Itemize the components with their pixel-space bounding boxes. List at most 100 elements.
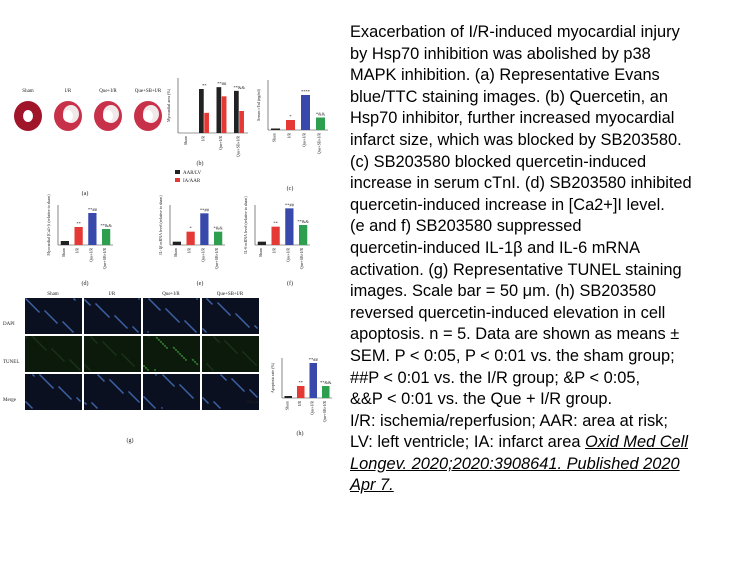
cell-nucleus xyxy=(155,374,157,376)
cell-nucleus xyxy=(137,400,139,402)
cell-nucleus xyxy=(78,368,80,370)
cell-nucleus xyxy=(211,368,213,370)
cell-nucleus xyxy=(194,330,196,332)
cell-nucleus xyxy=(45,380,47,382)
cell-nucleus xyxy=(138,298,140,300)
caption-text: LV: left ventricle; IA: infarct area xyxy=(350,433,581,452)
cell-nucleus xyxy=(237,384,239,386)
significance: **## xyxy=(200,207,210,212)
cell-nucleus xyxy=(217,340,219,342)
cell-nucleus xyxy=(154,407,156,409)
caption-line: MAPK inhibition. (a) Representative Evan… xyxy=(350,66,660,85)
cell-nucleus xyxy=(244,322,246,324)
cell-nucleus xyxy=(225,341,227,343)
cell-nucleus xyxy=(117,318,119,320)
caption-line: apoptosis. n = 5. Data are shown as mean… xyxy=(350,325,680,344)
cell-nucleus xyxy=(61,389,63,391)
cell-nucleus xyxy=(185,390,187,392)
micrograph xyxy=(84,336,141,372)
cell-nucleus xyxy=(25,298,27,300)
citation-link[interactable]: Longev. 2020;2020:3908641. Published 202… xyxy=(350,454,680,473)
cell-nucleus xyxy=(226,311,228,313)
caption-line: Hsp70 inhibitor, further increased myoca… xyxy=(350,109,675,128)
cell-nucleus xyxy=(177,351,179,353)
cell-nucleus xyxy=(255,364,257,366)
category-label: Que+I/R xyxy=(285,248,290,262)
cell-nucleus xyxy=(115,385,117,387)
cell-nucleus xyxy=(48,383,50,385)
caption-line: (e and f) SB203580 suppressed xyxy=(350,217,582,236)
cell-nucleus xyxy=(133,396,135,398)
cell-nucleus xyxy=(90,336,92,338)
significance: * xyxy=(190,226,193,231)
cell-nucleus xyxy=(144,397,146,399)
cell-nucleus xyxy=(88,368,90,370)
cell-nucleus xyxy=(130,362,132,364)
bar xyxy=(102,229,111,245)
cell-nucleus xyxy=(214,337,216,339)
cell-nucleus xyxy=(63,360,65,362)
cell-nucleus xyxy=(51,348,53,350)
cell-nucleus xyxy=(147,331,149,333)
cell-nucleus xyxy=(167,379,169,381)
citation-link[interactable]: Apr 7. xyxy=(350,476,394,495)
cell-nucleus xyxy=(248,357,250,359)
cell-nucleus xyxy=(158,339,160,341)
significance: ** xyxy=(273,221,278,226)
cell-nucleus xyxy=(231,378,233,380)
cell-nucleus xyxy=(127,359,129,361)
cell-nucleus xyxy=(243,390,245,392)
panel-label: (g) xyxy=(127,437,134,444)
cell-nucleus xyxy=(109,379,111,381)
cell-nucleus xyxy=(95,341,97,343)
cell-nucleus xyxy=(29,405,31,407)
significance: **&& xyxy=(320,380,332,385)
micrograph xyxy=(25,374,82,410)
cell-nucleus xyxy=(254,325,256,327)
cell-nucleus xyxy=(130,393,132,395)
cell-nucleus xyxy=(245,354,247,356)
column-label: Que+I/R xyxy=(162,292,180,297)
bar xyxy=(309,363,317,398)
cell-nucleus xyxy=(235,382,237,384)
cell-nucleus xyxy=(52,318,54,320)
cell-nucleus xyxy=(55,352,57,354)
cell-nucleus xyxy=(44,310,46,312)
cell-nucleus xyxy=(150,403,152,405)
cell-nucleus xyxy=(32,305,34,307)
cell-nucleus xyxy=(236,383,238,385)
cell-nucleus xyxy=(131,363,133,365)
cell-nucleus xyxy=(239,317,241,319)
cell-nucleus xyxy=(61,358,63,360)
caption-line: quercetin-induced IL-1β and IL-6 mRNA xyxy=(350,238,641,257)
cell-nucleus xyxy=(121,322,123,324)
significance: * xyxy=(289,114,292,119)
cell-nucleus xyxy=(175,318,177,320)
cell-nucleus xyxy=(28,301,30,303)
cell-nucleus xyxy=(75,365,77,367)
cell-nucleus xyxy=(93,339,95,341)
cell-nucleus xyxy=(121,353,123,355)
row-label: DAPI xyxy=(3,322,15,327)
cell-nucleus xyxy=(143,396,145,398)
cell-nucleus xyxy=(74,364,76,366)
cell-nucleus xyxy=(241,388,243,390)
cell-nucleus xyxy=(97,374,99,376)
cell-nucleus xyxy=(175,349,177,351)
micrograph xyxy=(143,336,200,372)
cell-nucleus xyxy=(129,392,131,394)
legend-label: IA/AAR xyxy=(183,179,201,184)
cell-nucleus xyxy=(165,346,167,348)
cell-nucleus xyxy=(219,304,221,306)
bar xyxy=(216,87,222,133)
cell-nucleus xyxy=(117,387,119,389)
cell-nucleus xyxy=(45,349,47,351)
category-label: Que+I/R xyxy=(309,401,314,415)
cell-nucleus xyxy=(65,393,67,395)
cell-nucleus xyxy=(149,402,151,404)
citation-link[interactable]: Oxid Med Cell xyxy=(585,433,688,452)
cell-nucleus xyxy=(235,313,237,315)
cell-nucleus xyxy=(186,322,188,324)
category-label: Que+I/R xyxy=(200,248,205,262)
category-label: I/R xyxy=(187,248,192,253)
